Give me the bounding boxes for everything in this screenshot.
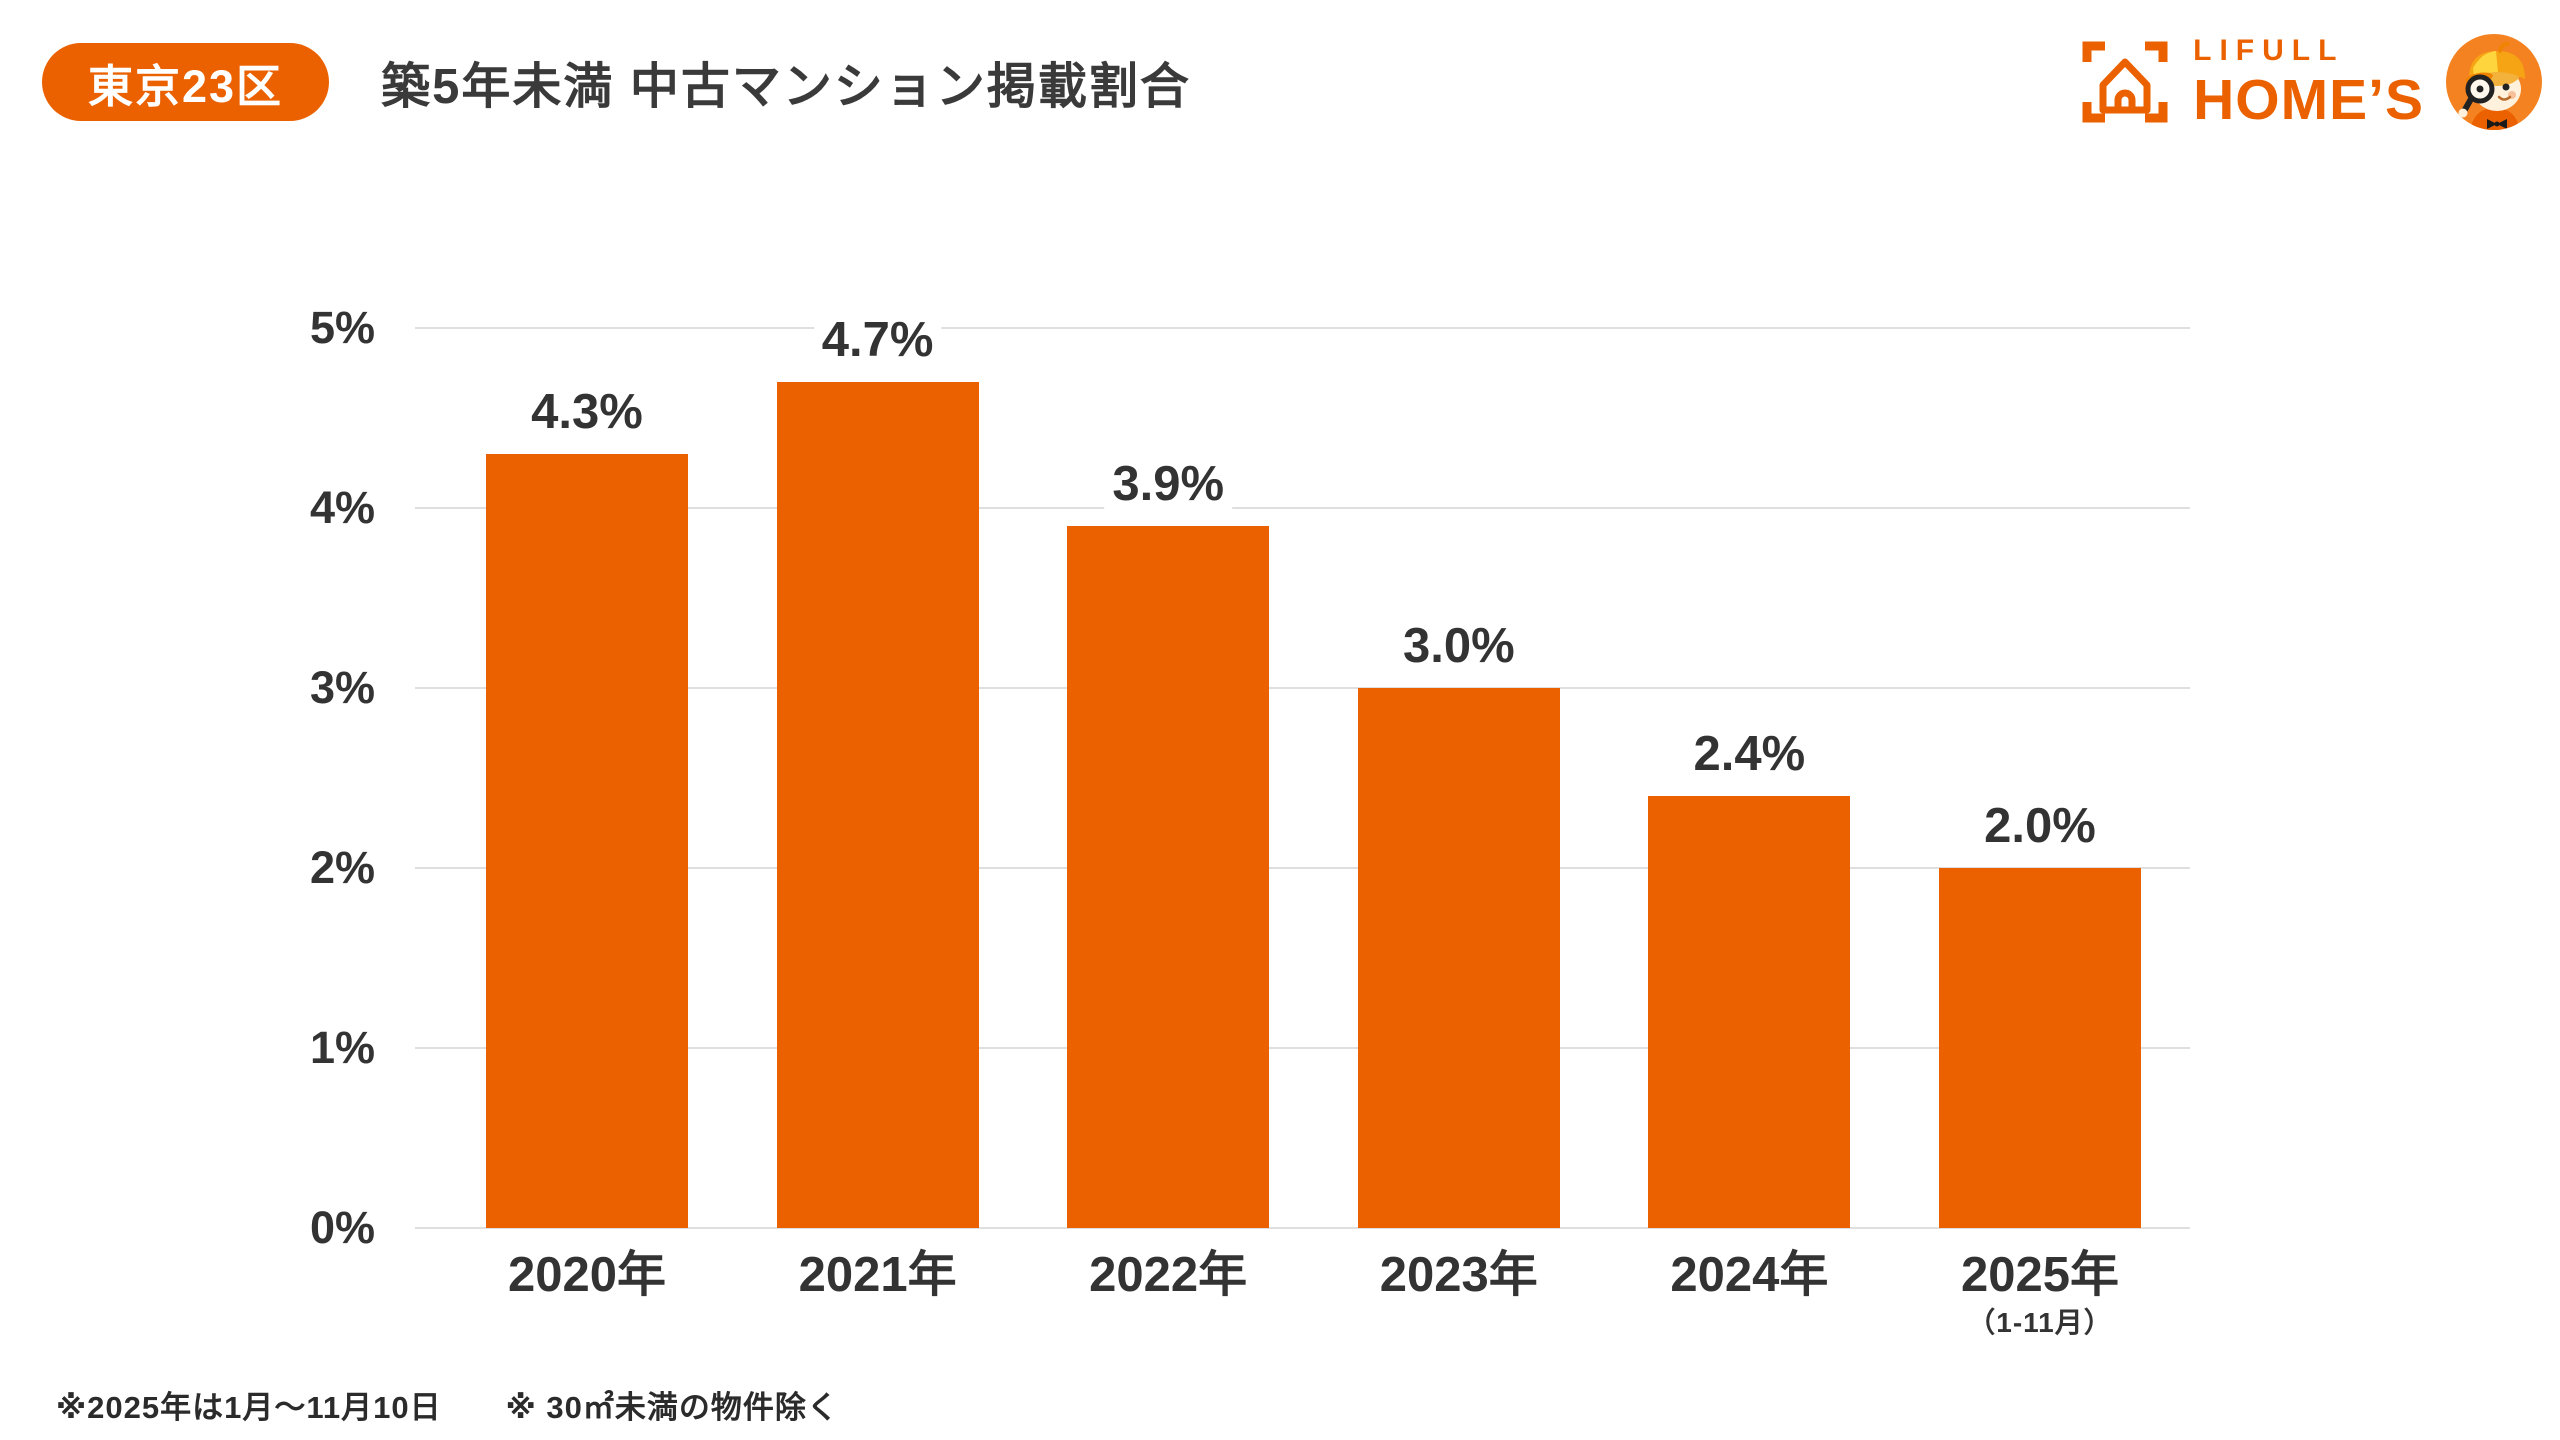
bar-2022年 (1067, 526, 1270, 1228)
x-axis-label-group: 2022年 (1089, 1248, 1247, 1303)
bar-value-label: 3.0% (1394, 618, 1523, 674)
x-axis-label: 2025年 (1960, 1248, 2120, 1302)
footnote-period: ※2025年は1月〜11月10日 (56, 1390, 442, 1425)
homeskun-mascot-icon (2446, 34, 2542, 130)
bar-2020年 (486, 454, 688, 1228)
bar-2025年 (1939, 868, 2141, 1228)
x-axis-label-group: 2024年 (1670, 1248, 1828, 1303)
bar-2023年 (1357, 688, 1560, 1228)
bar-value-label: 3.9% (1104, 456, 1233, 512)
x-axis-label: 2021年 (798, 1248, 957, 1302)
y-axis-tick-label: 3% (309, 662, 375, 713)
y-axis-tick-label: 5% (309, 302, 375, 353)
gridline-5% (415, 327, 2190, 329)
homes-wordmark-text: HOME’S (2193, 67, 2424, 132)
footnote-exclusion: ※ 30㎡未満の物件除く (505, 1390, 839, 1425)
x-axis-label-group: 2021年 (799, 1248, 957, 1303)
chart-title: 築5年未満 中古マンション掲載割合 (381, 59, 1191, 114)
y-axis-tick-label: 4% (309, 482, 375, 533)
lifull-wordmark-text: LIFULL (2193, 33, 2345, 67)
region-badge: 東京23区 (42, 43, 330, 121)
footnotes: ※2025年は1月〜11月10日 ※ 30㎡未満の物件除く (56, 1382, 839, 1427)
lifull-homes-wordmark: LIFULL HOME’S (2193, 33, 2424, 132)
y-axis-tick-label: 0% (309, 1202, 375, 1253)
y-axis-tick-label: 1% (309, 1022, 375, 1073)
x-axis-label-group: 2025年 （1-11月） (1961, 1248, 2119, 1338)
gridline-3% (415, 687, 2190, 689)
bar-value-label: 4.3% (523, 384, 651, 440)
bar-value-label: 2.4% (1685, 726, 1814, 782)
x-axis-label-group: 2020年 (508, 1248, 666, 1303)
gridline-0% (415, 1227, 2190, 1229)
bar-value-label: 2.0% (1976, 798, 2104, 854)
x-axis-label: 2020年 (507, 1248, 667, 1302)
bar-chart-plot-area: 5% 4% 3% 2% 1% 0% 4.3% 2020年 4.7% 2021年 3.9% 2022年 3… (310, 302, 2190, 1338)
x-axis-label-group: 2023年 (1380, 1248, 1538, 1303)
x-axis-label: 2023年 (1379, 1248, 1538, 1302)
bar-2024年 (1648, 796, 1851, 1228)
bar-2021年 (776, 382, 979, 1228)
house-viewfinder-icon (2082, 41, 2168, 123)
x-axis-label: 2022年 (1089, 1248, 1248, 1302)
y-axis-tick-label: 2% (309, 842, 375, 893)
gridline-4% (415, 507, 2190, 509)
lifull-homes-logo: LIFULL HOME’S (2077, 32, 2544, 132)
header: 東京23区 築5年未満 中古マンション掲載割合 LIFULL HOME’S (42, 34, 2544, 130)
x-axis-sublabel: （1-11月） (1967, 1306, 2113, 1338)
gridline-2% (415, 867, 2190, 869)
gridline-1% (415, 1047, 2190, 1049)
x-axis-label: 2024年 (1670, 1248, 1829, 1302)
bar-value-label: 4.7% (813, 312, 942, 368)
